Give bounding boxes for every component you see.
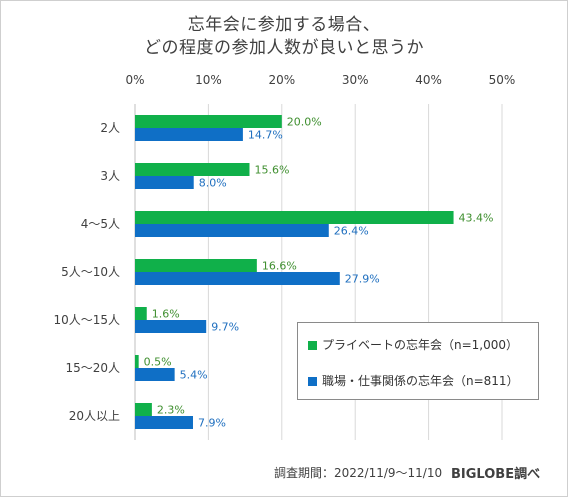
bar-private: [135, 115, 282, 128]
data-label-work: 8.0%: [199, 177, 227, 190]
category-label: 10人〜15人: [53, 313, 120, 327]
bar-private: [135, 211, 454, 224]
data-label-work: 9.7%: [211, 321, 239, 334]
bar-private: [135, 163, 250, 176]
bar-private: [135, 307, 147, 320]
data-label-private: 15.6%: [255, 164, 290, 177]
data-label-work: 14.7%: [248, 129, 283, 142]
legend-swatch-work: [308, 377, 317, 386]
legend-swatch-private: [308, 341, 317, 350]
x-tick-label: 50%: [489, 73, 516, 87]
category-label: 5人〜10人: [61, 265, 120, 279]
data-label-work: 5.4%: [180, 369, 208, 382]
data-label-private: 2.3%: [157, 404, 185, 417]
survey-period: 調査期間：2022/11/9〜11/10: [274, 466, 443, 480]
bar-work: [135, 368, 175, 381]
legend-label-private: プライベートの忘年会（n=1,000）: [322, 338, 519, 352]
category-label: 3人: [100, 169, 120, 183]
legend-item-private: プライベートの忘年会（n=1,000）: [308, 336, 518, 353]
bar-work: [135, 224, 329, 237]
bar-work: [135, 176, 194, 189]
bar-private: [135, 403, 152, 416]
x-tick-label: 40%: [415, 73, 442, 87]
x-tick-label: 10%: [195, 73, 222, 87]
category-label: 2人: [100, 121, 120, 135]
data-label-work: 26.4%: [334, 225, 369, 238]
x-tick-label: 0%: [125, 73, 144, 87]
chart-title-line-2: どの程度の参加人数が良いと思うか: [144, 38, 424, 58]
data-label-private: 43.4%: [459, 212, 494, 225]
bar-private: [135, 355, 139, 368]
bar-work: [135, 272, 340, 285]
data-label-work: 7.9%: [198, 417, 226, 430]
chart-title-line-1: 忘年会に参加する場合、: [187, 15, 381, 35]
data-label-private: 20.0%: [287, 116, 322, 129]
data-label-work: 27.9%: [345, 273, 380, 286]
category-label: 4〜5人: [81, 217, 120, 231]
legend-label-work: 職場・仕事関係の忘年会（n=811）: [322, 374, 519, 388]
bar-work: [135, 320, 207, 333]
legend-item-work: 職場・仕事関係の忘年会（n=811）: [308, 372, 519, 389]
data-label-private: 16.6%: [262, 260, 297, 273]
data-label-private: 0.5%: [144, 356, 172, 369]
category-label: 15〜20人: [65, 361, 120, 375]
bar-work: [135, 128, 243, 141]
x-tick-label: 20%: [268, 73, 295, 87]
source-credit: BIGLOBE調べ: [451, 467, 541, 482]
bar-work: [135, 416, 193, 429]
chart-legend: プライベートの忘年会（n=1,000） 職場・仕事関係の忘年会（n=811）: [297, 322, 539, 400]
bar-private: [135, 259, 257, 272]
category-label: 20人以上: [69, 409, 120, 423]
x-tick-label: 30%: [342, 73, 369, 87]
data-label-private: 1.6%: [152, 308, 180, 321]
